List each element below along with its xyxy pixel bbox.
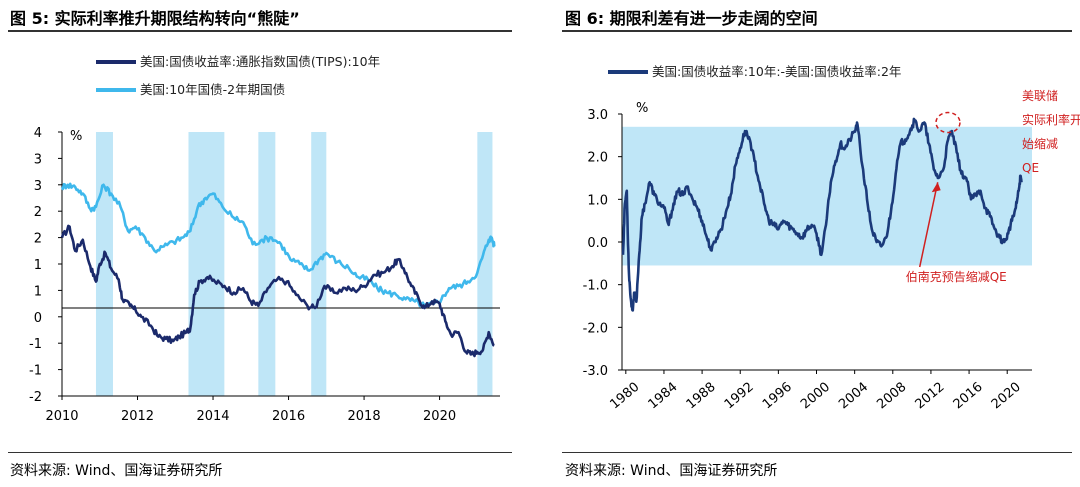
left-source: 资料来源: Wind、国海证券研究所 [10,463,223,479]
shaded-period-4 [477,132,493,396]
annotation-qe-line-2: 始缩减 [1022,136,1058,151]
right-source: 资料来源: Wind、国海证券研究所 [565,463,778,479]
left-legend: 美国:国债收益率:通胀指数国债(TIPS):10年 美国:10年国债-2年期国债 [96,54,380,97]
y-tick-label-3: 0.0 [587,236,608,251]
x-tick-label-1: 2012 [121,409,154,424]
series-line-spread [60,182,496,308]
x-tick-label-6: 2004 [836,380,871,413]
y-tick-label-6: 1 [34,284,42,299]
left-panel-title: 图 5: 实际利率推升期限结构转向“熊陡” [10,9,300,28]
right-chart: 美国:国债收益率:10年:-美国:国债收益率:2年 3.0 2.0 1.0 0.0 -1… [583,64,1080,413]
left-title-rule [8,30,512,32]
legend-label-spread: 美国:10年国债-2年期国债 [140,82,285,97]
right-panel-title: 图 6: 期限利差有进一步走阔的空间 [565,9,818,28]
y-tick-label-2: 3 [34,179,42,194]
x-tick-label-7: 2008 [874,380,909,413]
x-tick-label-0: 1980 [607,380,642,413]
x-tick-label-1: 1984 [646,380,681,413]
y-tick-label-0: 4 [34,126,42,141]
legend-label-tips: 美国:国债收益率:通胀指数国债(TIPS):10年 [140,54,380,69]
series-line-term-spread [621,117,1023,312]
x-tick-label-8: 2012 [913,380,948,413]
legend-label-term-spread: 美国:国债收益率:10年:-美国:国债收益率:2年 [652,64,901,79]
left-shaded-periods [95,132,493,396]
y-tick-label-3: 2 [34,205,42,220]
x-tick-label-10: 2020 [989,380,1024,413]
y-tick-label-4: 2 [34,232,42,247]
x-tick-label-2: 1988 [684,380,719,413]
x-tick-label-5: 2000 [798,380,833,413]
annotation-qe-line-0: 美联储 [1022,88,1058,103]
shaded-period-2 [258,132,276,396]
annotation-qe-circle [935,111,961,134]
x-tick-label-3: 1992 [722,380,757,413]
y-tick-label-1: 2.0 [587,151,608,166]
y-tick-label-1: 3 [34,152,42,167]
annotation-bernanke-arrowhead [931,182,941,193]
right-source-rule [562,452,1072,453]
y-tick-label-6: -3.0 [583,364,608,379]
annotation-qe-line-3: QE [1022,161,1039,175]
series-line-tips [60,224,495,358]
right-legend: 美国:国债收益率:10年:-美国:国债收益率:2年 [608,64,901,79]
y-tick-label-4: -1.0 [583,279,608,294]
x-tick-label-5: 2020 [423,409,456,424]
left-y-unit-label: % [70,129,82,144]
y-tick-label-5: -2.0 [583,321,608,336]
annotation-qe-line-1: 实际利率开 [1022,112,1080,127]
y-tick-label-5: 1 [34,258,42,273]
y-tick-label-8: -1 [29,337,42,352]
x-tick-label-4: 1996 [760,380,795,413]
y-tick-label-7: 0 [34,311,42,326]
y-tick-label-2: 1.0 [587,193,608,208]
x-tick-label-2: 2014 [196,409,229,424]
right-y-unit-label: % [636,101,648,116]
right-title-rule [562,30,1072,32]
x-tick-label-4: 2018 [348,409,381,424]
annotation-bernanke-arrow [918,182,939,268]
y-tick-label-9: -1 [29,364,42,379]
shaded-period-1 [188,132,225,396]
x-tick-label-0: 2010 [45,409,78,424]
y-tick-label-0: 3.0 [587,108,608,123]
left-series [60,182,496,358]
right-series [621,117,1023,312]
x-tick-label-9: 2016 [951,380,986,413]
y-tick-label-10: -2 [29,390,42,405]
x-tick-label-3: 2016 [272,409,305,424]
annotation-bernanke-text: 伯南克预告缩减QE [906,269,1007,284]
shaded-period-3 [311,132,327,396]
left-source-rule [8,452,512,453]
left-chart: 美国:国债收益率:通胀指数国债(TIPS):10年 美国:10年国债-2年期国债… [29,54,500,424]
